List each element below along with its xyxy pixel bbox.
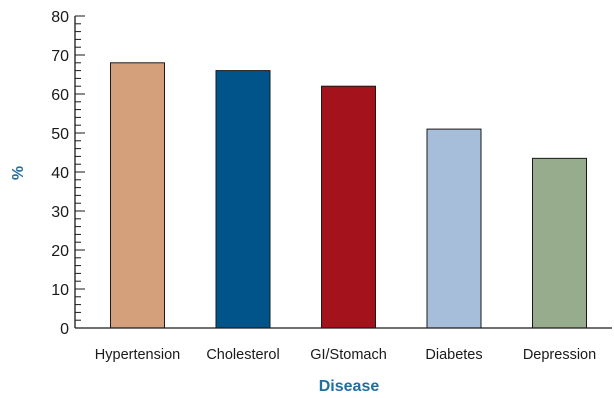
x-category-label: Hypertension	[95, 347, 180, 363]
y-tick-label: 20	[51, 243, 69, 260]
y-tick-label: 40	[51, 165, 69, 182]
y-tick-label: 10	[51, 282, 69, 299]
x-category-label: Cholesterol	[206, 347, 279, 363]
y-tick-label: 60	[51, 87, 69, 104]
bar-gi-stomach	[321, 85, 376, 329]
y-tick-label: 0	[60, 321, 69, 338]
bar-diabetes	[426, 128, 482, 329]
x-category-label: Diabetes	[425, 347, 482, 363]
y-tick-label: 50	[51, 126, 69, 143]
x-axis-category-labels: Hypertension Cholesterol GI/Stomach Diabete…	[95, 347, 596, 363]
y-tick-label: 70	[51, 48, 69, 65]
y-axis-tick-labels: 0 10 20 30 40 50 60 70 80	[51, 9, 69, 338]
y-axis-ticks	[75, 15, 85, 329]
bar-cholesterol	[215, 70, 271, 329]
y-axis-title: %	[10, 166, 27, 180]
bar-hypertension	[110, 62, 165, 329]
y-tick-label: 30	[51, 204, 69, 221]
bars	[110, 62, 587, 329]
y-tick-label: 80	[51, 9, 69, 26]
x-category-label: Depression	[523, 347, 596, 363]
x-axis-title: Disease	[319, 378, 380, 395]
bar-depression	[532, 157, 587, 329]
x-category-label: GI/Stomach	[310, 347, 387, 363]
